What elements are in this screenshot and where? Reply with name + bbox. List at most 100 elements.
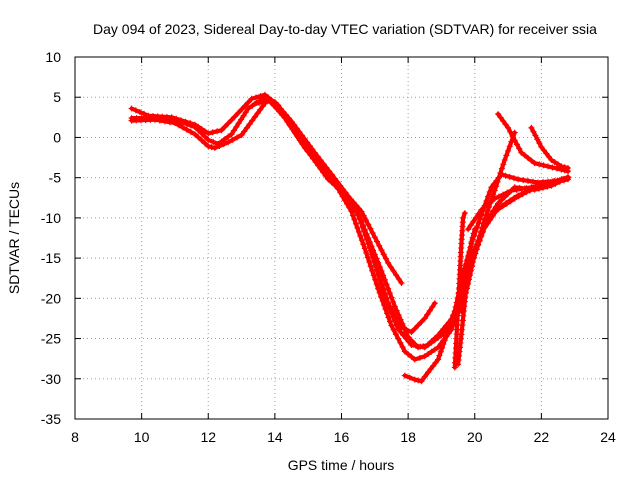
y-tick-label: -10 xyxy=(41,210,61,226)
data-point xyxy=(221,123,228,130)
data-point xyxy=(361,245,368,252)
data-point xyxy=(355,205,362,212)
data-point xyxy=(317,157,324,164)
data-point xyxy=(307,152,314,159)
x-tick-label: 18 xyxy=(400,429,416,445)
data-point xyxy=(443,333,450,339)
data-point xyxy=(249,117,256,124)
data-point xyxy=(225,120,232,127)
data-point xyxy=(501,157,508,163)
data-point xyxy=(530,128,537,135)
data-point xyxy=(382,291,389,298)
data-point xyxy=(498,165,505,172)
data-point xyxy=(428,348,435,355)
data-point xyxy=(315,162,322,169)
data-point xyxy=(291,121,298,128)
data-point xyxy=(302,144,309,151)
y-tick-label: 0 xyxy=(53,129,61,145)
series-track-3 xyxy=(128,95,558,351)
data-point xyxy=(518,185,525,192)
data-point xyxy=(334,179,341,185)
data-point xyxy=(536,161,543,168)
data-point xyxy=(447,320,454,327)
y-tick-label: 5 xyxy=(53,89,61,105)
data-point xyxy=(532,183,539,190)
data-point xyxy=(397,339,404,346)
data-point xyxy=(377,277,384,284)
data-point xyxy=(525,155,531,161)
data-point xyxy=(241,128,248,135)
data-point xyxy=(367,247,374,254)
data-point xyxy=(460,214,467,221)
data-point xyxy=(499,203,506,210)
data-point xyxy=(191,124,198,130)
data-point xyxy=(408,329,415,336)
data-point xyxy=(483,212,490,219)
data-point xyxy=(495,193,502,200)
x-tick-label: 20 xyxy=(467,429,483,445)
data-point xyxy=(274,102,281,109)
data-point xyxy=(540,162,547,169)
data-point xyxy=(476,233,483,240)
data-point xyxy=(301,135,308,142)
data-point xyxy=(532,132,539,139)
data-point xyxy=(503,152,510,159)
data-point xyxy=(411,356,418,363)
data-point xyxy=(243,124,250,131)
series-track-8 xyxy=(495,111,571,175)
data-point xyxy=(350,199,357,206)
data-point xyxy=(171,120,178,126)
data-point xyxy=(528,157,535,164)
data-point xyxy=(465,262,472,269)
data-point xyxy=(242,109,249,116)
data-point xyxy=(523,185,530,192)
data-point xyxy=(468,239,475,245)
data-point xyxy=(500,118,507,124)
data-point xyxy=(205,143,212,150)
data-point xyxy=(376,242,383,249)
data-point xyxy=(395,335,402,342)
data-point xyxy=(137,109,143,116)
data-point xyxy=(229,136,236,143)
data-point xyxy=(277,105,284,112)
data-point xyxy=(214,128,221,135)
data-point xyxy=(360,241,367,248)
data-point xyxy=(540,181,547,188)
data-point xyxy=(415,322,422,329)
data-point xyxy=(479,224,486,231)
data-point xyxy=(475,237,482,244)
data-point xyxy=(520,177,527,184)
data-point xyxy=(480,220,487,227)
data-point xyxy=(245,105,252,112)
data-point xyxy=(502,172,509,179)
x-tick-label: 16 xyxy=(334,429,350,445)
data-point xyxy=(322,172,329,179)
data-point xyxy=(380,286,387,293)
data-point xyxy=(298,132,305,139)
data-point xyxy=(268,97,275,104)
data-point xyxy=(400,332,407,339)
data-point xyxy=(352,220,359,227)
data-point xyxy=(473,214,480,221)
x-tick-labels: 8 10 12 14 16 18 20 22 24 xyxy=(71,429,616,445)
chart-title: Day 094 of 2023, Sidereal Day-to-day VTE… xyxy=(93,21,597,37)
data-point xyxy=(238,106,245,113)
data-point xyxy=(421,344,428,351)
data-point xyxy=(205,130,212,137)
data-point xyxy=(484,208,491,215)
data-point xyxy=(518,149,525,156)
data-point xyxy=(471,226,478,233)
series-track-10 xyxy=(465,176,571,233)
data-point xyxy=(475,210,482,217)
data-point xyxy=(195,127,202,134)
data-point xyxy=(355,229,362,235)
data-point xyxy=(331,182,338,189)
data-point xyxy=(248,95,255,102)
data-point xyxy=(234,134,241,141)
data-point xyxy=(198,137,205,144)
data-point xyxy=(201,133,208,140)
data-point xyxy=(387,304,394,311)
series-trace xyxy=(129,92,571,350)
data-point xyxy=(225,139,232,146)
data-point xyxy=(221,136,228,143)
